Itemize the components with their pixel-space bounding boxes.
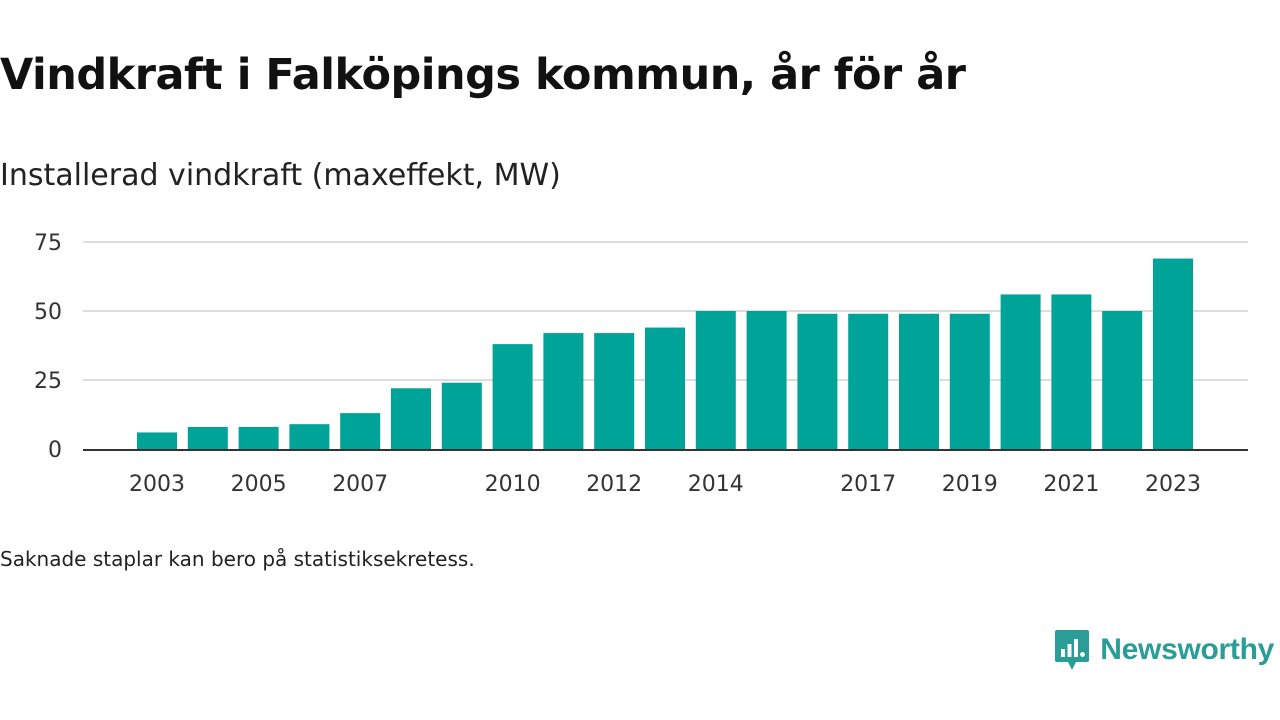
footnote: Saknade staplar kan bero på statistiksek…: [0, 547, 475, 571]
x-tick-label: 2012: [586, 472, 642, 497]
bar-2006: [289, 424, 330, 449]
y-tick-label: 0: [48, 438, 62, 463]
bar-2015: [746, 311, 787, 449]
bar-2009: [441, 382, 482, 449]
y-axis-ticks: 0 25 50 75: [34, 231, 62, 463]
chart-subtitle: Installerad vindkraft (maxeffekt, MW): [0, 158, 561, 193]
bar-2005: [238, 426, 279, 449]
bar-2003: [137, 432, 177, 449]
x-tick-label: 2017: [840, 472, 896, 497]
x-tick-label: 2010: [485, 472, 541, 497]
brand-logo: Newsworthy: [1054, 628, 1274, 672]
x-tick-label: 2019: [942, 472, 998, 497]
x-tick-label: 2021: [1043, 472, 1099, 497]
y-tick-label: 75: [34, 231, 62, 256]
bar-2023: [1153, 258, 1193, 449]
bar-2018: [899, 313, 939, 449]
newsworthy-logo-icon: [1055, 630, 1090, 670]
bar-chart: 0 25 50 75 2003 2005 2007 2010 2012 2014 2017 2019…: [34, 231, 1248, 497]
chart-title: Vindkraft i Falköpings kommun, år för år: [0, 50, 966, 100]
bar-2019: [949, 313, 990, 449]
y-tick-label: 25: [34, 369, 62, 394]
bar-2008: [391, 388, 431, 449]
bar-2010: [492, 344, 533, 449]
x-axis-ticks: 2003 2005 2007 2010 2012 2014 2017 2019 2021 2023: [129, 472, 1201, 497]
bar-2011: [543, 333, 584, 449]
y-tick-label: 50: [34, 300, 62, 325]
x-tick-label: 2007: [332, 472, 388, 497]
bar-2021: [1051, 294, 1092, 449]
brand-name: Newsworthy: [1100, 633, 1274, 666]
x-tick-label: 2005: [231, 472, 287, 497]
bar-2004: [187, 426, 228, 449]
bar-2013: [645, 327, 685, 449]
bar-2017: [848, 313, 889, 449]
bar-2016: [797, 313, 838, 449]
x-tick-label: 2023: [1145, 472, 1201, 497]
x-tick-label: 2003: [129, 472, 185, 497]
bar-2007: [340, 413, 381, 449]
bars: [137, 258, 1193, 449]
bar-2022: [1102, 311, 1143, 449]
bar-2014: [695, 311, 736, 449]
bar-2012: [594, 333, 635, 449]
x-tick-label: 2014: [688, 472, 744, 497]
bar-2020: [1000, 294, 1041, 449]
